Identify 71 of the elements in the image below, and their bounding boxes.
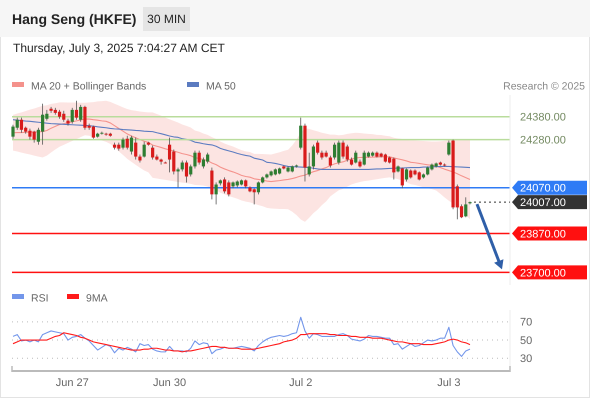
candlestick (206, 152, 210, 164)
candlestick (83, 105, 87, 130)
candlestick (256, 181, 260, 195)
x-tick-label: Jul 2 (289, 377, 312, 389)
legend-label: MA 50 (206, 80, 236, 93)
candlestick (168, 137, 172, 173)
legend-label: RSI (31, 292, 49, 305)
x-tick-label: Jul 3 (437, 377, 460, 389)
candlestick (392, 157, 396, 180)
candlestick (79, 104, 82, 122)
text: 30 MIN (147, 12, 186, 26)
candlestick (74, 100, 78, 120)
candlestick (464, 196, 468, 218)
candlestick (202, 157, 206, 169)
candlestick (400, 167, 404, 189)
candlestick (32, 130, 36, 144)
y-tick-label: 24070.00 (520, 182, 566, 195)
y-tick-label: 24007.00 (520, 196, 566, 209)
candlestick (328, 155, 332, 168)
candlestick (62, 110, 66, 122)
candlestick (222, 177, 226, 194)
line-series (12, 332, 471, 352)
y-tick-label: 70 (520, 316, 532, 329)
candlestick (121, 137, 125, 150)
candlestick (189, 164, 192, 177)
candlestick (193, 150, 197, 169)
candlestick (130, 135, 134, 155)
candlestick (41, 103, 44, 146)
candlestick (134, 137, 138, 160)
line-series (12, 316, 471, 357)
chart-subtitle: Thursday, July 3, 2025 7:04:27 AM CET (13, 41, 226, 55)
legend-label: MA 20 + Bollinger Bands (31, 80, 146, 93)
candlestick (126, 135, 129, 150)
candlestick (180, 160, 184, 172)
candlestick (28, 128, 32, 140)
text: Research © 2025 (503, 80, 586, 93)
candlestick (346, 144, 349, 162)
candlestick (20, 117, 24, 134)
candlestick (70, 107, 74, 124)
y-tick-label: 23870.00 (520, 228, 566, 240)
y-tick-label: 23700.00 (520, 267, 566, 280)
candlestick (337, 140, 340, 165)
candlestick (409, 169, 412, 179)
candlestick (184, 160, 188, 183)
candlestick (252, 188, 256, 205)
candlestick (142, 141, 146, 158)
candlestick (354, 150, 358, 164)
candlestick (92, 125, 95, 140)
y-tick-label: 30 (520, 353, 532, 366)
candlestick (214, 182, 218, 205)
candlestick (308, 152, 311, 177)
candlestick (176, 167, 180, 188)
chart-title: Hang Seng (HKFE) (12, 11, 136, 27)
candlestick (332, 142, 336, 160)
legend-label: 9MA (86, 292, 108, 305)
candlestick (151, 145, 154, 160)
y-tick-label: 24380.00 (520, 112, 566, 124)
candlestick (312, 144, 316, 170)
candlestick (447, 140, 450, 156)
candlestick (210, 167, 214, 200)
y-tick-label: 24280.00 (520, 134, 566, 146)
candlestick (341, 140, 345, 160)
candlestick (299, 117, 302, 150)
candlestick (227, 180, 230, 197)
x-tick-label: Jun 30 (153, 377, 186, 389)
candlestick (198, 150, 201, 165)
y-tick-label: 50 (520, 334, 532, 347)
candlestick (316, 140, 320, 155)
candlestick (362, 150, 366, 166)
candlestick (404, 168, 408, 182)
x-tick-label: Jun 27 (56, 377, 89, 389)
